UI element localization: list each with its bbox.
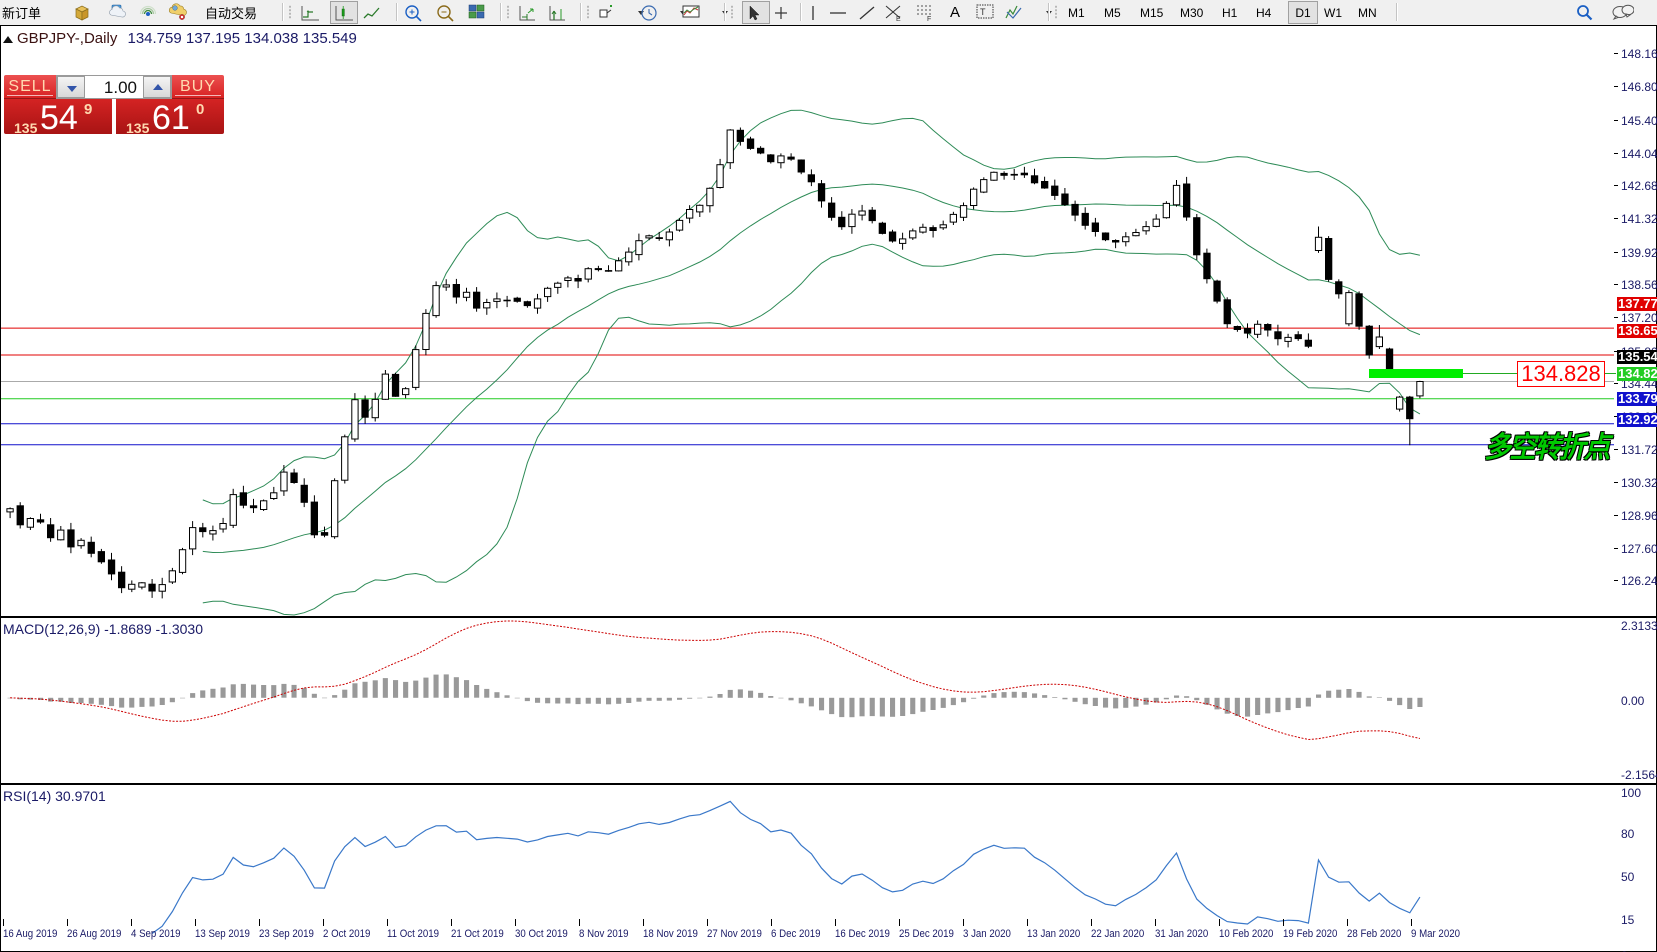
svg-text:T: T — [980, 7, 986, 17]
svg-text:E: E — [896, 16, 901, 22]
svg-text:F: F — [927, 16, 931, 22]
